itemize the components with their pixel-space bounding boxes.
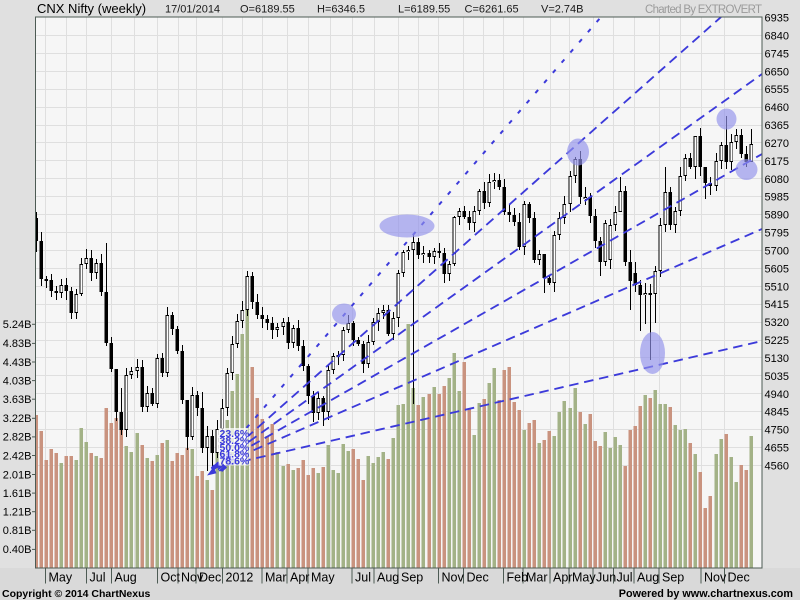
svg-text:May: May [49, 571, 73, 585]
svg-text:0.40B: 0.40B [3, 544, 32, 556]
svg-text:Jul: Jul [90, 571, 106, 585]
svg-text:Aug: Aug [115, 571, 137, 585]
svg-text:Aug: Aug [637, 571, 659, 585]
svg-text:Dec: Dec [467, 571, 489, 585]
svg-text:50.0%: 50.0% [220, 442, 250, 454]
svg-text:Feb: Feb [507, 571, 529, 585]
svg-text:5985: 5985 [765, 192, 789, 204]
svg-text:Mar: Mar [265, 571, 287, 585]
svg-text:4.83B: 4.83B [3, 338, 32, 350]
svg-text:5795: 5795 [765, 228, 789, 240]
svg-text:78.6%: 78.6% [220, 455, 250, 467]
svg-text:Powered by www.chartnexus.com: Powered by www.chartnexus.com [619, 588, 793, 600]
svg-text:Jul: Jul [355, 571, 371, 585]
svg-text:5605: 5605 [765, 263, 789, 275]
svg-text:5225: 5225 [765, 335, 789, 347]
svg-text:V=2.74B: V=2.74B [541, 4, 584, 16]
svg-text:5700: 5700 [765, 246, 789, 258]
svg-text:Dec: Dec [199, 571, 221, 585]
svg-text:6175: 6175 [765, 156, 789, 168]
svg-text:4.43B: 4.43B [3, 357, 32, 369]
svg-text:6745: 6745 [765, 48, 789, 60]
svg-text:O=6189.55: O=6189.55 [240, 4, 295, 16]
svg-text:Sep: Sep [401, 571, 423, 585]
svg-text:4.03B: 4.03B [3, 375, 32, 387]
svg-text:6935: 6935 [765, 13, 789, 25]
svg-text:0.81B: 0.81B [3, 525, 32, 537]
svg-text:3.22B: 3.22B [3, 413, 32, 425]
svg-text:4845: 4845 [765, 407, 789, 419]
svg-text:Sep: Sep [662, 571, 684, 585]
svg-text:4655: 4655 [765, 443, 789, 455]
svg-text:CNX Nifty (weekly): CNX Nifty (weekly) [37, 1, 146, 16]
svg-text:Nov: Nov [181, 571, 204, 585]
svg-text:6840: 6840 [765, 30, 789, 42]
svg-text:6080: 6080 [765, 174, 789, 186]
svg-text:Oct: Oct [161, 571, 181, 585]
svg-text:61.8%: 61.8% [220, 448, 250, 460]
svg-text:5035: 5035 [765, 371, 789, 383]
svg-text:Jun: Jun [596, 571, 616, 585]
svg-text:Dec: Dec [728, 571, 750, 585]
svg-text:5890: 5890 [765, 210, 789, 222]
svg-text:2012: 2012 [226, 571, 254, 585]
svg-text:Apr: Apr [290, 571, 309, 585]
svg-text:5130: 5130 [765, 353, 789, 365]
svg-text:5.24B: 5.24B [3, 319, 32, 331]
svg-text:2.01B: 2.01B [3, 469, 32, 481]
svg-text:38.2%: 38.2% [220, 435, 250, 447]
svg-text:May: May [311, 571, 335, 585]
svg-text:Copyright © 2014 ChartNexus: Copyright © 2014 ChartNexus [2, 588, 151, 600]
svg-text:Charted By EXTROVERT: Charted By EXTROVERT [645, 4, 762, 16]
svg-text:Aug: Aug [377, 571, 399, 585]
svg-text:C=6261.65: C=6261.65 [465, 4, 519, 16]
svg-text:6270: 6270 [765, 138, 789, 150]
svg-text:2.42B: 2.42B [3, 450, 32, 462]
svg-text:5415: 5415 [765, 299, 789, 311]
svg-text:23.6%: 23.6% [220, 428, 250, 440]
svg-text:5320: 5320 [765, 317, 789, 329]
svg-text:6460: 6460 [765, 102, 789, 114]
svg-text:1.61B: 1.61B [3, 488, 32, 500]
svg-text:3.63B: 3.63B [3, 394, 32, 406]
svg-text:H=6346.5: H=6346.5 [317, 4, 365, 16]
svg-text:Jul: Jul [617, 571, 633, 585]
svg-text:Nov: Nov [442, 571, 465, 585]
svg-text:May: May [572, 571, 596, 585]
svg-text:Apr: Apr [553, 571, 572, 585]
svg-text:4560: 4560 [765, 461, 789, 473]
svg-text:5510: 5510 [765, 281, 789, 293]
svg-text:Nov: Nov [704, 571, 727, 585]
svg-text:6650: 6650 [765, 66, 789, 78]
svg-text:4750: 4750 [765, 425, 789, 437]
svg-text:2.82B: 2.82B [3, 432, 32, 444]
svg-text:17/01/2014: 17/01/2014 [165, 4, 220, 16]
svg-text:6555: 6555 [765, 84, 789, 96]
svg-text:4940: 4940 [765, 389, 789, 401]
svg-text:Mar: Mar [526, 571, 548, 585]
svg-text:1.21B: 1.21B [3, 507, 32, 519]
svg-text:L=6189.55: L=6189.55 [398, 4, 450, 16]
svg-text:6365: 6365 [765, 120, 789, 132]
